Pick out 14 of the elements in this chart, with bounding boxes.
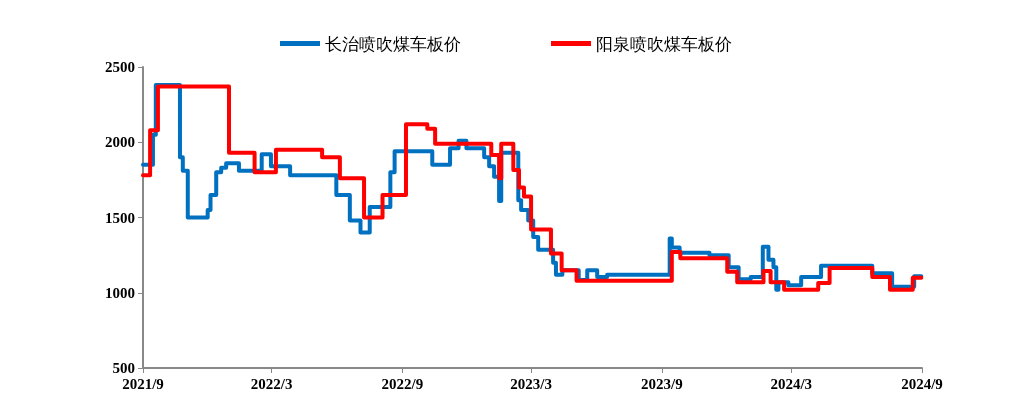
legend-label: 阳泉喷吹煤车板价 [596, 33, 732, 54]
y-tick-label: 1000 [105, 284, 135, 301]
y-tick-label: 2000 [105, 134, 135, 151]
y-tick-label: 500 [112, 360, 135, 376]
x-tick-label: 2023/3 [510, 375, 552, 392]
x-tick-label: 2021/9 [122, 375, 164, 392]
y-tick-label: 2500 [105, 59, 135, 75]
y-tick-label: 1500 [105, 209, 135, 226]
x-tick-label: 2023/9 [641, 375, 683, 392]
x-tick-label: 2022/3 [250, 375, 293, 392]
x-tick-label: 2024/3 [770, 375, 813, 392]
x-tick-label: 2024/9 [901, 375, 943, 392]
x-tick-label: 2022/9 [381, 375, 424, 392]
legend-label: 长治喷吹煤车板价 [325, 33, 461, 54]
